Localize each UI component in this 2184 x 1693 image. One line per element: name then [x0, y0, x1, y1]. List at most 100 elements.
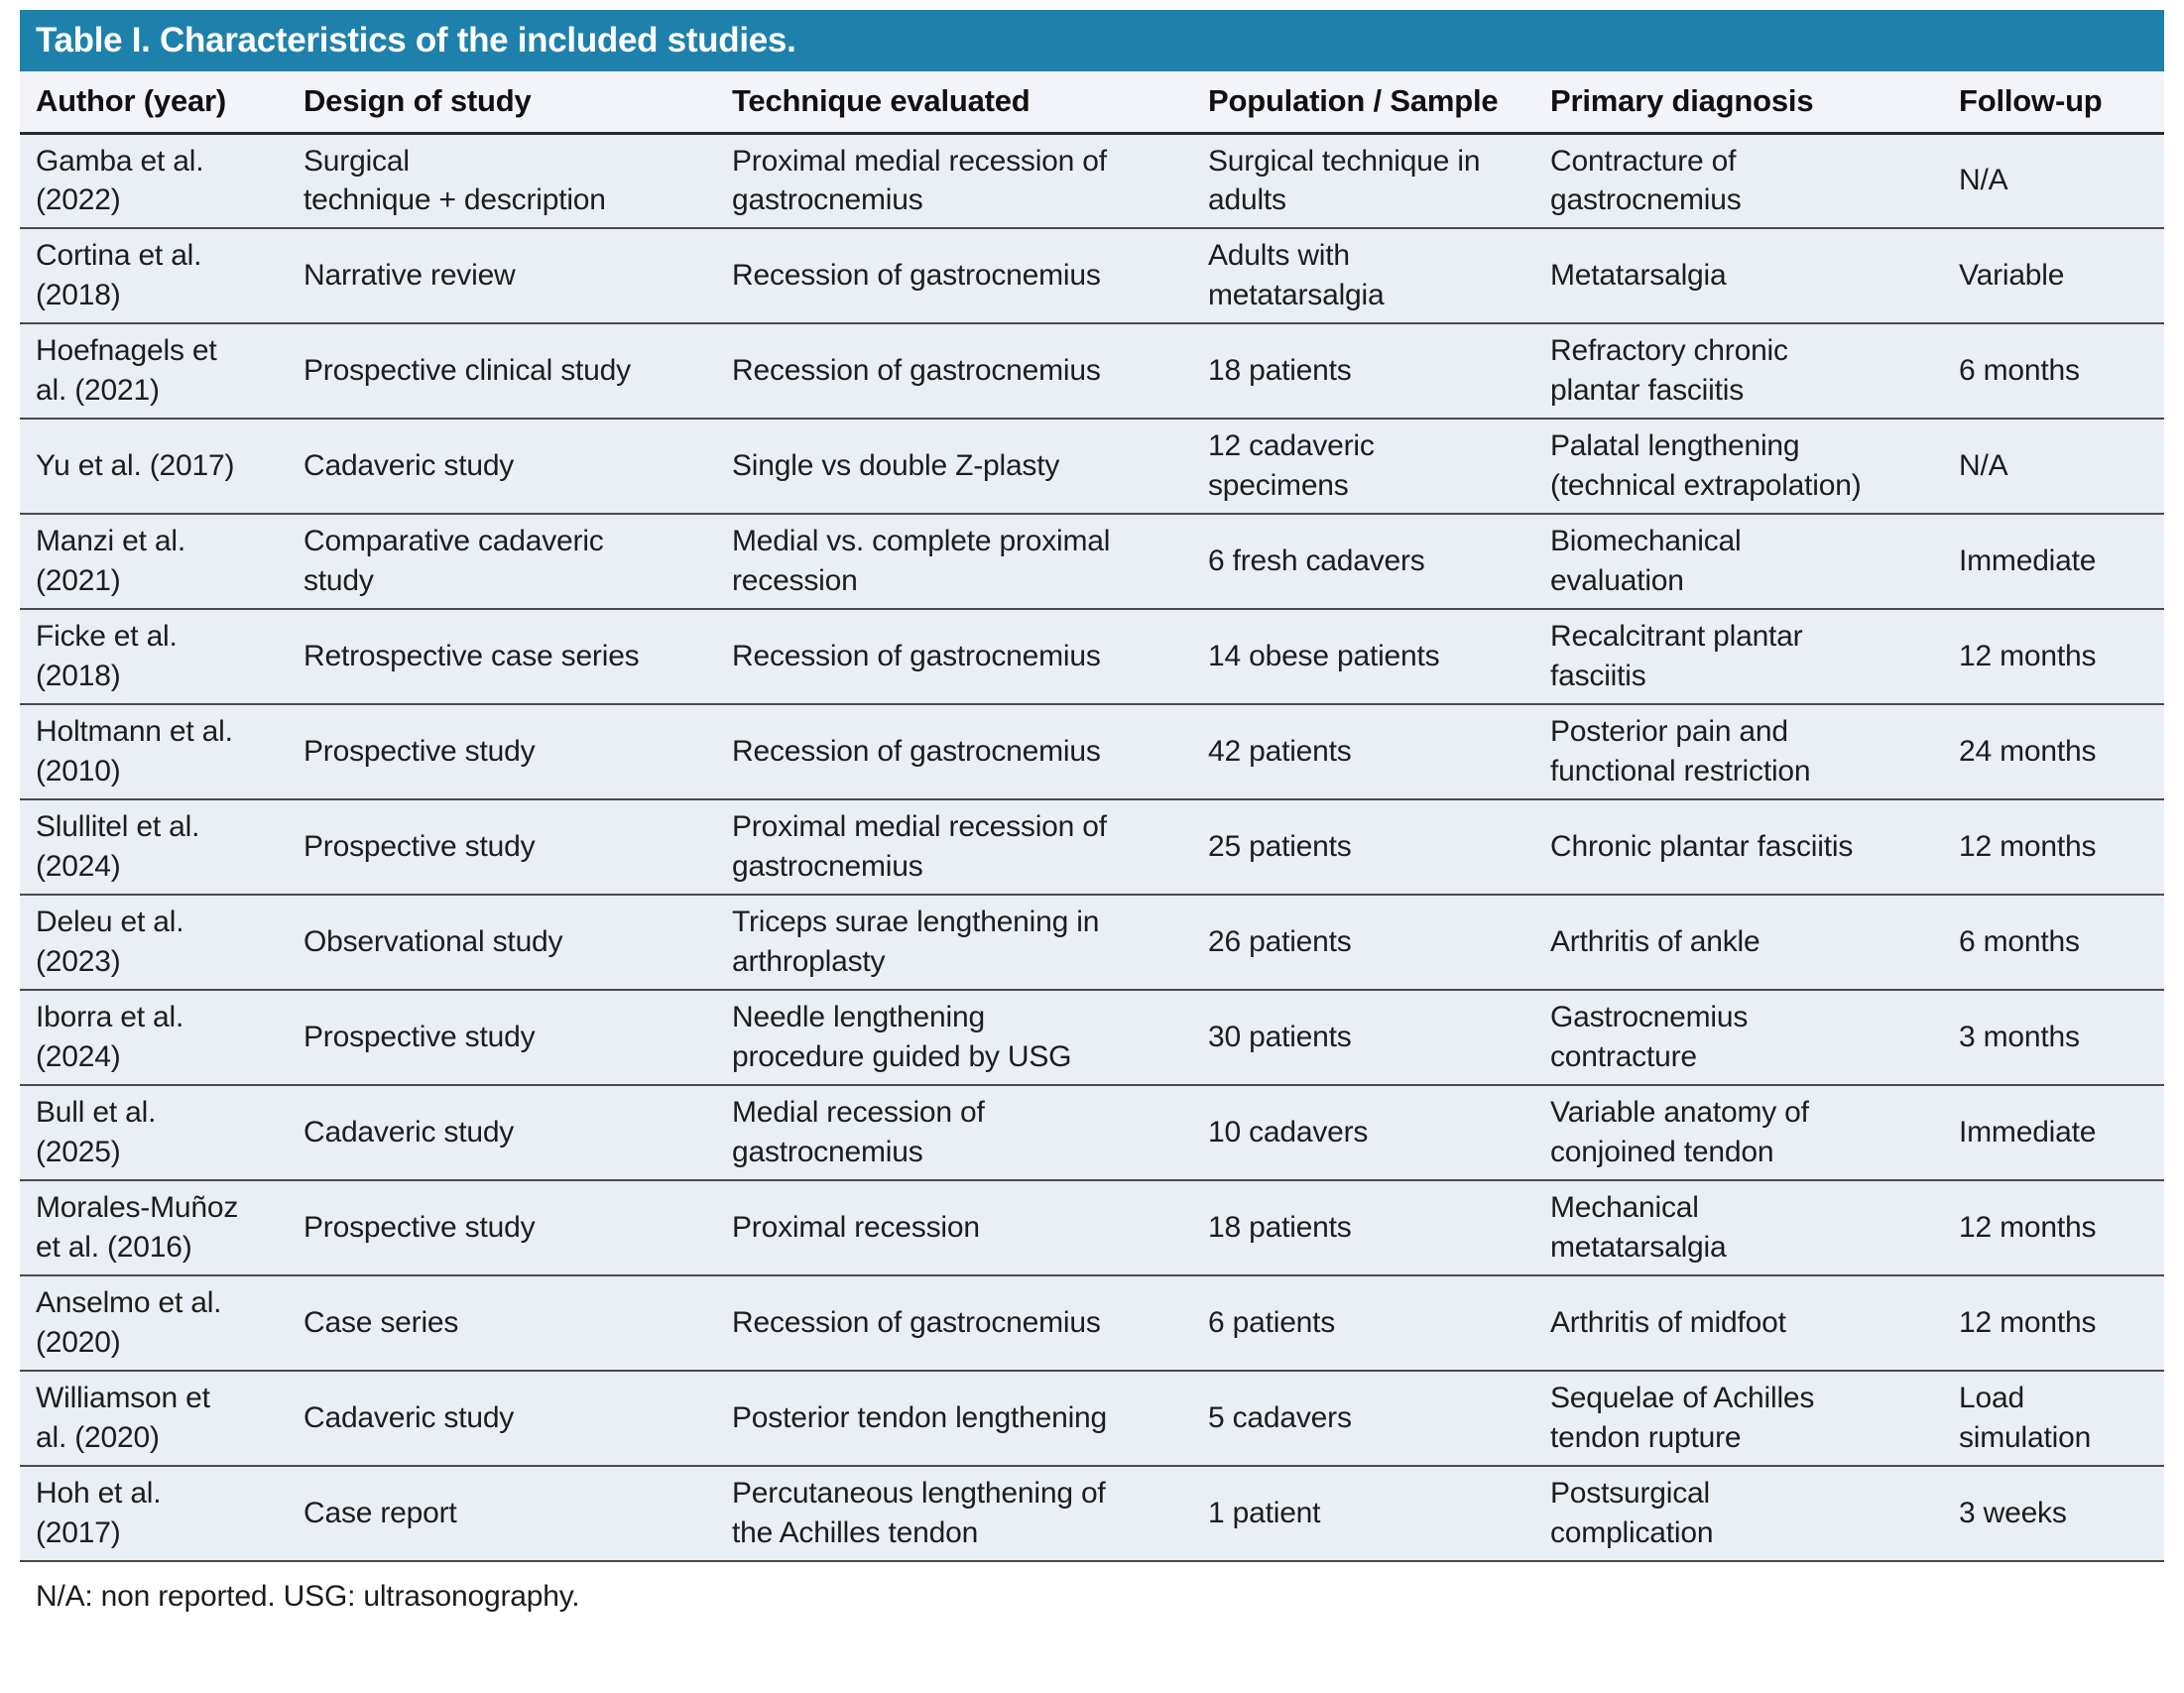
cell-diagnosis: Chronic plantar fasciitis: [1534, 799, 1943, 896]
cell-author: Ficke et al. (2018): [20, 609, 288, 705]
cell-technique: Medial vs. complete proximal recession: [716, 514, 1192, 610]
table-footnote: N/A: non reported. USG: ultrasonography.: [36, 1580, 580, 1613]
table-row: Deleu et al. (2023) Observational study Tr…: [20, 895, 2164, 991]
cell-design: Surgical technique + description: [288, 133, 716, 229]
cell-diagnosis: Refractory chronic plantar fasciitis: [1534, 323, 1943, 420]
cell-author: Iborra et al. (2024): [20, 990, 288, 1086]
cell-population: 5 cadavers: [1192, 1371, 1534, 1467]
table-row: Hoh et al. (2017) Case report Percutaneous…: [20, 1466, 2164, 1562]
cell-diagnosis: Sequelae of Achilles tendon rupture: [1534, 1371, 1943, 1467]
cell-author: Gamba et al. (2022): [20, 133, 288, 229]
cell-followup: 3 weeks: [1943, 1466, 2164, 1562]
cell-design: Prospective study: [288, 704, 716, 800]
cell-author: Anselmo et al. (2020): [20, 1275, 288, 1372]
cell-author: Hoefnagels et al. (2021): [20, 323, 288, 420]
cell-diagnosis: Recalcitrant plantar fasciitis: [1534, 609, 1943, 705]
cell-technique: Posterior tendon lengthening: [716, 1371, 1192, 1467]
cell-population: 42 patients: [1192, 704, 1534, 800]
cell-followup: N/A: [1943, 133, 2164, 229]
column-header-technique: Technique evaluated: [716, 71, 1192, 135]
table-row: Bull et al. (2025) Cadaveric study Medial …: [20, 1085, 2164, 1181]
table-row: Williamson et al. (2020) Cadaveric study P…: [20, 1371, 2164, 1467]
cell-author: Hoh et al. (2017): [20, 1466, 288, 1562]
cell-design: Prospective study: [288, 1180, 716, 1276]
table-row: Anselmo et al. (2020) Case series Recessio…: [20, 1275, 2164, 1372]
cell-author: Manzi et al. (2021): [20, 514, 288, 610]
cell-author: Cortina et al. (2018): [20, 228, 288, 324]
table-row: Cortina et al. (2018) Narrative review Rec…: [20, 228, 2164, 324]
studies-table-container: Table I. Characteristics of the included…: [20, 10, 2164, 1614]
cell-population: 6 patients: [1192, 1275, 1534, 1372]
cell-technique: Proximal medial recession of gastrocnemi…: [716, 133, 1192, 229]
table-row: Slullitel et al. (2024) Prospective study…: [20, 799, 2164, 896]
column-header-followup: Follow-up: [1943, 71, 2164, 135]
column-header-population: Population / Sample: [1192, 71, 1534, 135]
cell-followup: 12 months: [1943, 1180, 2164, 1276]
cell-technique: Triceps surae lengthening in arthroplast…: [716, 895, 1192, 991]
cell-design: Observational study: [288, 895, 716, 991]
cell-followup: 12 months: [1943, 609, 2164, 705]
cell-technique: Needle lengthening procedure guided by U…: [716, 990, 1192, 1086]
cell-population: 18 patients: [1192, 1180, 1534, 1276]
cell-design: Cadaveric study: [288, 1085, 716, 1181]
cell-followup: Immediate: [1943, 514, 2164, 610]
cell-population: Surgical technique in adults: [1192, 133, 1534, 229]
cell-population: 12 cadaveric specimens: [1192, 419, 1534, 515]
cell-population: Adults with metatarsalgia: [1192, 228, 1534, 324]
cell-design: Cadaveric study: [288, 1371, 716, 1467]
cell-author: Slullitel et al. (2024): [20, 799, 288, 896]
cell-design: Comparative cadaveric study: [288, 514, 716, 610]
cell-diagnosis: Contracture of gastrocnemius: [1534, 133, 1943, 229]
cell-population: 10 cadavers: [1192, 1085, 1534, 1181]
cell-population: 26 patients: [1192, 895, 1534, 991]
cell-technique: Recession of gastrocnemius: [716, 228, 1192, 324]
column-header-author: Author (year): [20, 71, 288, 135]
table-body: Gamba et al. (2022) Surgical technique + …: [20, 133, 2164, 1562]
cell-population: 30 patients: [1192, 990, 1534, 1086]
cell-diagnosis: Mechanical metatarsalgia: [1534, 1180, 1943, 1276]
cell-followup: Load simulation: [1943, 1371, 2164, 1467]
cell-technique: Single vs double Z-plasty: [716, 419, 1192, 515]
cell-diagnosis: Palatal lengthening (technical extrapola…: [1534, 419, 1943, 515]
cell-author: Bull et al. (2025): [20, 1085, 288, 1181]
cell-design: Retrospective case series: [288, 609, 716, 705]
cell-diagnosis: Gastrocnemius contracture: [1534, 990, 1943, 1086]
table-title: Table I. Characteristics of the included…: [20, 10, 2164, 71]
table-row: Hoefnagels et al. (2021) Prospective clin…: [20, 323, 2164, 420]
table-row: Ficke et al. (2018) Retrospective case se…: [20, 609, 2164, 705]
cell-design: Case series: [288, 1275, 716, 1372]
cell-technique: Medial recession of gastrocnemius: [716, 1085, 1192, 1181]
cell-technique: Proximal recession: [716, 1180, 1192, 1276]
table-row: Morales-Muñoz et al. (2016) Prospective s…: [20, 1180, 2164, 1276]
cell-population: 18 patients: [1192, 323, 1534, 420]
cell-technique: Percutaneous lengthening of the Achilles…: [716, 1466, 1192, 1562]
cell-followup: 6 months: [1943, 895, 2164, 991]
cell-followup: 24 months: [1943, 704, 2164, 800]
studies-table: Author (year) Design of study Technique …: [20, 71, 2164, 1562]
table-header: Author (year) Design of study Technique …: [20, 71, 2164, 135]
cell-author: Holtmann et al. (2010): [20, 704, 288, 800]
column-header-design: Design of study: [288, 71, 716, 135]
cell-diagnosis: Arthritis of ankle: [1534, 895, 1943, 991]
cell-design: Narrative review: [288, 228, 716, 324]
cell-design: Prospective study: [288, 990, 716, 1086]
cell-design: Prospective clinical study: [288, 323, 716, 420]
cell-diagnosis: Postsurgical complication: [1534, 1466, 1943, 1562]
cell-technique: Recession of gastrocnemius: [716, 323, 1192, 420]
table-row: Yu et al. (2017) Cadaveric study Single vs…: [20, 419, 2164, 515]
cell-diagnosis: Variable anatomy of conjoined tendon: [1534, 1085, 1943, 1181]
cell-followup: Immediate: [1943, 1085, 2164, 1181]
cell-design: Cadaveric study: [288, 419, 716, 515]
cell-design: Case report: [288, 1466, 716, 1562]
cell-author: Deleu et al. (2023): [20, 895, 288, 991]
table-row: Manzi et al. (2021) Comparative cadaveric…: [20, 514, 2164, 610]
cell-author: Williamson et al. (2020): [20, 1371, 288, 1467]
cell-author: Yu et al. (2017): [20, 419, 288, 515]
cell-author: Morales-Muñoz et al. (2016): [20, 1180, 288, 1276]
cell-technique: Recession of gastrocnemius: [716, 609, 1192, 705]
cell-diagnosis: Biomechanical evaluation: [1534, 514, 1943, 610]
column-header-diagnosis: Primary diagnosis: [1534, 71, 1943, 135]
header-row: Author (year) Design of study Technique …: [20, 71, 2164, 135]
cell-followup: 12 months: [1943, 799, 2164, 896]
